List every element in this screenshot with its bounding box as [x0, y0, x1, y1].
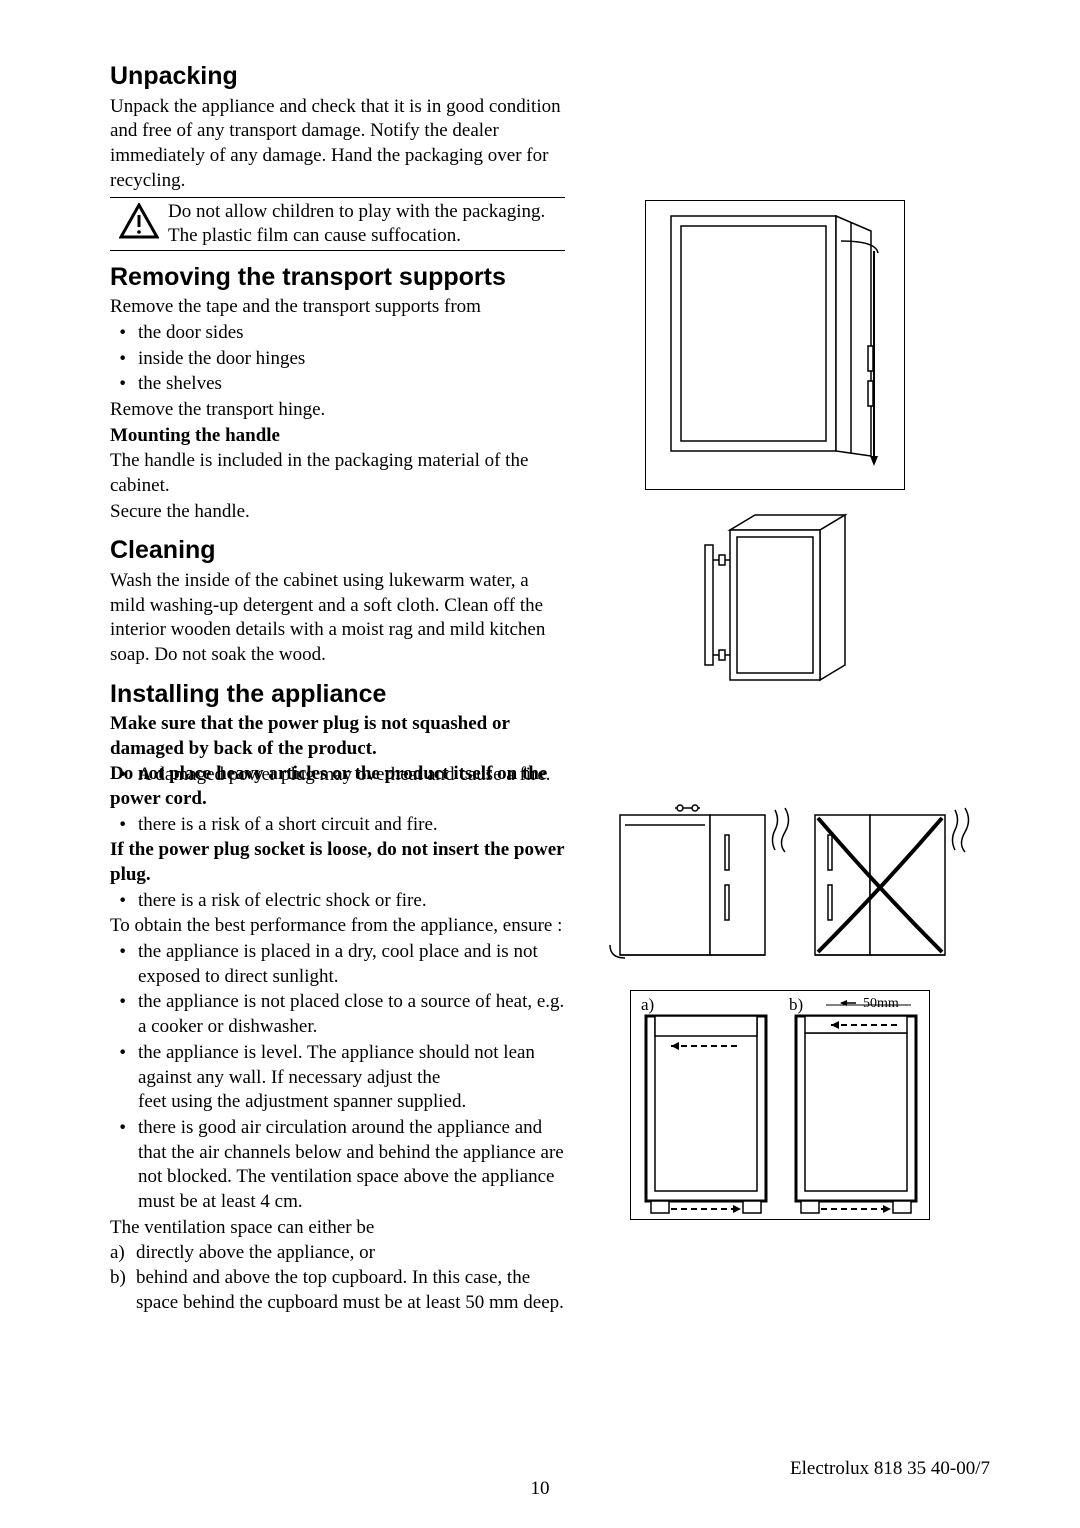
mounting-p2: Secure the handle.: [110, 500, 565, 525]
list-item: inside the door hinges: [110, 347, 565, 372]
vent-intro: The ventilation space can either be: [110, 1216, 565, 1241]
removing-intro: Remove the tape and the transport suppor…: [110, 295, 565, 320]
ensure-intro: To obtain the best performance from the …: [110, 914, 565, 939]
letter-a: a): [110, 1241, 125, 1266]
list-item: there is good air circulation around the…: [110, 1116, 565, 1215]
mounting-heading: Mounting the handle: [110, 424, 565, 449]
heading-unpacking: Unpacking: [110, 60, 565, 93]
list-item: A damaged power plug may overheat and ca…: [110, 763, 565, 788]
figure-ventilation: a) b) 50mm: [630, 990, 930, 1220]
cleaning-para: Wash the inside of the cabinet using luk…: [110, 569, 565, 668]
list-text: against any wall. If necessary adjust th…: [138, 1067, 440, 1088]
list-item: the door sides: [110, 321, 565, 346]
warning-text: Do not allow children to play with the p…: [168, 200, 565, 248]
list-item: the appliance is placed in a dry, cool p…: [110, 940, 565, 989]
para-unpacking: Unpack the appliance and check that it i…: [110, 95, 565, 194]
heading-installing: Installing the appliance: [110, 678, 565, 711]
list-text: the appliance is level. The appliance sh…: [138, 1042, 535, 1063]
vent-b-text: behind and above the top cupboard. In th…: [136, 1267, 564, 1313]
footer-model: Electrolux 818 35 40-00/7: [790, 1458, 990, 1480]
list-item: the appliance is not placed close to a s…: [110, 990, 565, 1039]
fig4-label-a: a): [641, 995, 654, 1015]
mounting-p1: The handle is included in the packaging …: [110, 449, 565, 498]
list-item: there is a risk of a short circuit and f…: [110, 813, 565, 838]
warning-icon: [110, 200, 168, 248]
letter-b: b): [110, 1266, 126, 1291]
heading-removing: Removing the transport supports: [110, 261, 565, 294]
vent-a-text: directly above the appliance, or: [136, 1242, 375, 1263]
install-b3: If the power plug socket is loose, do no…: [110, 838, 565, 887]
fig4-label-b: b): [789, 995, 803, 1015]
fig4-dim: 50mm: [863, 996, 899, 1012]
ensure-list: the appliance is placed in a dry, cool p…: [110, 940, 565, 1215]
figure-handle-mount: [675, 505, 865, 690]
vent-b: b) behind and above the top cupboard. In…: [110, 1266, 565, 1315]
warning-box: Do not allow children to play with the p…: [110, 197, 565, 251]
list-text: A damaged power plug may overheat and ca…: [138, 764, 551, 785]
list-text: feet using the adjustment spanner suppli…: [138, 1091, 466, 1112]
left-column: Unpacking Unpack the appliance and check…: [110, 60, 565, 1315]
removing-list: the door sides inside the door hinges th…: [110, 321, 565, 397]
install-b1: Make sure that the power plug is not squ…: [110, 712, 565, 761]
list-item: the appliance is level. The appliance sh…: [110, 1041, 565, 1115]
list-item: there is a risk of electric shock or fir…: [110, 889, 565, 914]
heading-cleaning: Cleaning: [110, 534, 565, 567]
right-column: a) b) 50mm: [595, 60, 990, 1315]
removing-after: Remove the transport hinge.: [110, 398, 565, 423]
figure-fridge-open: [645, 200, 905, 490]
list-item: the shelves: [110, 372, 565, 397]
figure-placement-wrong: [600, 780, 980, 975]
vent-a: a) directly above the appliance, or: [110, 1241, 565, 1266]
footer-page: 10: [0, 1478, 1080, 1500]
